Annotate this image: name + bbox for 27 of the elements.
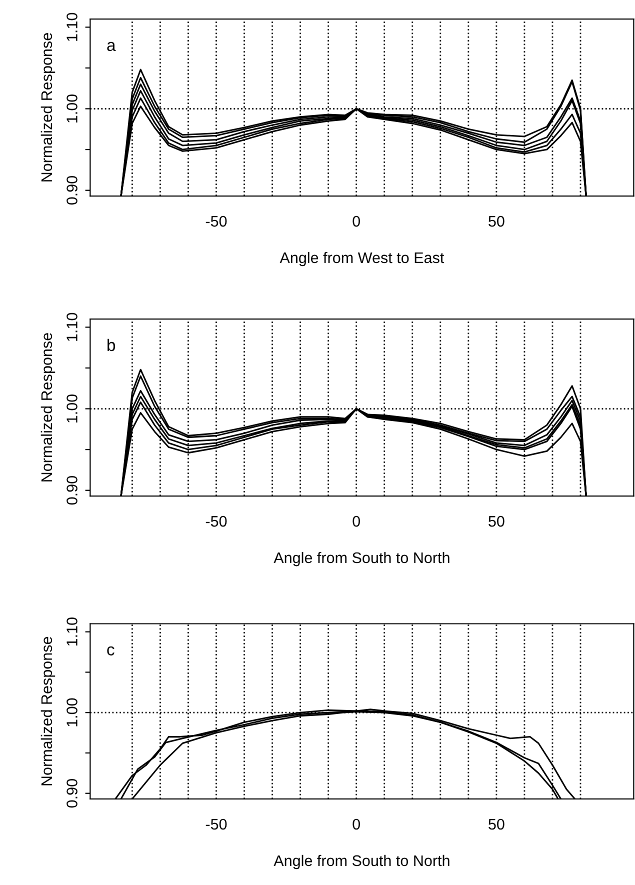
- x-axis-title: Angle from West to East: [280, 252, 444, 266]
- y-tick-label: 0.90: [66, 176, 78, 205]
- y-axis-title: Normalized Response: [40, 333, 56, 482]
- y-tick-label: 0.90: [66, 779, 78, 808]
- annotation: c: [107, 646, 114, 656]
- x-tick-label: -50: [206, 216, 227, 227]
- x-axis-title: Angle from South to North: [274, 552, 450, 566]
- y-axis-title: Normalized Response: [40, 636, 56, 786]
- y-axis-title: Normalized Response: [40, 33, 56, 182]
- y-tick-label: 1.00: [66, 698, 78, 726]
- y-tick-label: 1.00: [66, 94, 78, 122]
- x-tick-label: 50: [488, 216, 504, 227]
- x-tick-label: 0: [352, 216, 360, 227]
- y-tick-label: 1.10: [66, 12, 78, 41]
- x-tick-label: 0: [352, 818, 360, 830]
- x-tick-label: 50: [488, 516, 504, 527]
- x-tick-label: 50: [488, 818, 504, 830]
- x-axis-title: Angle from South to North: [274, 854, 450, 870]
- annotation: a: [107, 42, 116, 52]
- annotation: b: [108, 338, 116, 352]
- y-tick-label: 0.90: [66, 476, 78, 505]
- x-tick-label: 0: [352, 516, 360, 527]
- x-tick-label: -50: [206, 516, 227, 527]
- y-tick-label: 1.10: [66, 312, 78, 341]
- y-tick-label: 1.10: [66, 618, 78, 646]
- x-tick-label: -50: [206, 818, 227, 830]
- y-tick-label: 1.00: [66, 394, 78, 422]
